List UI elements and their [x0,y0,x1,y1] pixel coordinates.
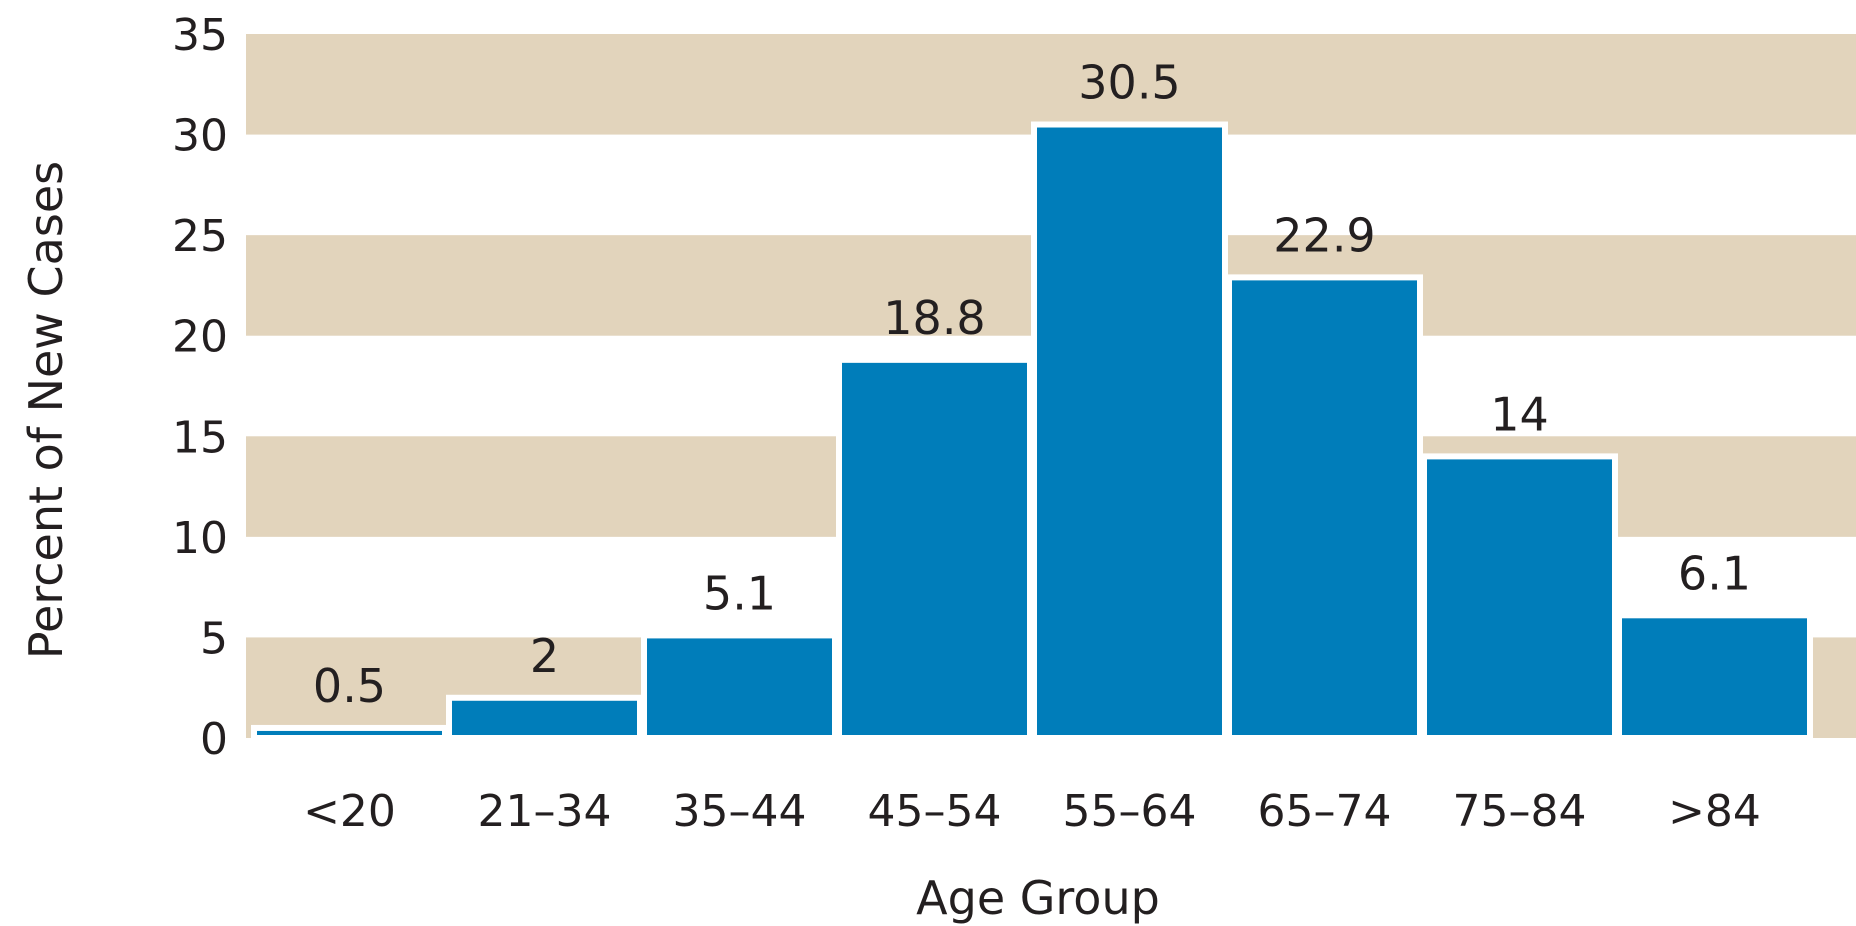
bar-0 [251,724,448,742]
x-tick-label-6: 75–84 [1453,786,1587,837]
value-label-4: 30.5 [1078,56,1180,110]
x-tick-label-7: >84 [1668,786,1761,837]
bar-3 [836,356,1033,741]
y-axis-title: Percent of New Cases [19,161,73,659]
bar-4 [1031,121,1228,741]
y-tick-label-5: 25 [172,211,228,262]
x-tick-label-0: <20 [303,786,396,837]
value-label-7: 6.1 [1678,546,1751,600]
y-tick-label-7: 35 [172,10,228,61]
x-axis-title: Age Group [916,871,1160,925]
y-axis-ticks: 0 5 10 15 20 25 30 35 [172,10,228,765]
bars-group [251,121,1813,742]
value-label-5: 22.9 [1273,208,1375,262]
y-tick-label-1: 5 [200,613,228,664]
value-labels-group: 0.5 2 5.1 18.8 30.5 22.9 14 6.1 [313,56,1751,713]
x-tick-label-4: 55–64 [1063,786,1197,837]
bar-6 [1421,453,1618,741]
y-tick-label-0: 0 [200,714,228,765]
value-label-1: 2 [530,629,559,683]
y-tick-label-6: 30 [172,111,228,162]
value-label-6: 14 [1490,387,1549,441]
x-tick-label-2: 35–44 [673,786,807,837]
y-tick-label-2: 10 [172,513,228,564]
bar-2 [641,632,838,741]
bar-7 [1616,612,1813,741]
y-tick-label-4: 20 [172,312,228,363]
y-tick-label-3: 15 [172,412,228,463]
bar-5 [1226,274,1423,741]
x-tick-label-3: 45–54 [868,786,1002,837]
value-label-2: 5.1 [703,566,776,620]
grid-band [246,34,1856,135]
value-label-3: 18.8 [883,291,985,345]
x-tick-label-1: 21–34 [478,786,612,837]
x-tick-label-5: 65–74 [1258,786,1392,837]
x-axis-ticks: <20 21–34 35–44 45–54 55–64 65–74 75–84 >84 [303,786,1761,837]
bar-1 [446,694,643,741]
value-label-0: 0.5 [313,659,386,713]
